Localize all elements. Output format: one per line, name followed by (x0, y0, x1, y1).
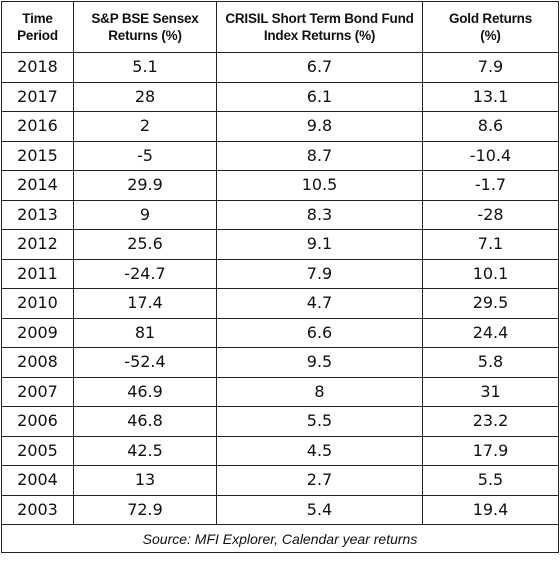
column-header-line: S&P BSE Sensex (91, 11, 199, 26)
return-cell: 8.6 (422, 111, 559, 142)
return-cell: 9.8 (216, 111, 423, 142)
return-cell: 29.5 (422, 288, 559, 319)
return-cell: 24.4 (422, 317, 559, 348)
year-cell: 2011 (1, 258, 74, 289)
return-cell: 7.9 (216, 258, 423, 289)
year-cell: 2006 (1, 406, 74, 437)
return-cell: 17.9 (422, 435, 559, 466)
returns-table-container: Time Period S&P BSE Sensex Returns (%) CRISI… (1, 1, 559, 553)
table-row: 2014 29.9 10.5 -1.7 (1, 170, 559, 201)
return-cell: 31 (422, 376, 559, 407)
table-row: 2004 13 2.7 5.5 (1, 465, 559, 496)
table-row: 2009 81 6.6 24.4 (1, 317, 559, 348)
column-header: Time Period (1, 1, 74, 53)
return-cell: 42.5 (73, 435, 217, 466)
year-cell: 2008 (1, 347, 74, 378)
return-cell: 8.7 (216, 140, 423, 171)
return-cell: 5.8 (422, 347, 559, 378)
column-header-line: Period (17, 28, 58, 43)
table-row: 2018 5.1 6.7 7.9 (1, 52, 559, 83)
year-cell: 2005 (1, 435, 74, 466)
return-cell: 2.7 (216, 465, 423, 496)
year-cell: 2016 (1, 111, 74, 142)
return-cell: 2 (73, 111, 217, 142)
return-cell: 4.7 (216, 288, 423, 319)
return-cell: 5.1 (73, 52, 217, 83)
return-cell: 6.1 (216, 81, 423, 112)
year-cell: 2015 (1, 140, 74, 171)
column-header: Gold Returns (%) (422, 1, 559, 53)
return-cell: 9.1 (216, 229, 423, 260)
return-cell: 13 (73, 465, 217, 496)
header-row: Time Period S&P BSE Sensex Returns (%) CRISI… (1, 1, 559, 53)
return-cell: 5.5 (216, 406, 423, 437)
year-cell: 2017 (1, 81, 74, 112)
column-header-line: Gold Returns (448, 11, 533, 26)
return-cell: -10.4 (422, 140, 559, 171)
return-cell: 17.4 (73, 288, 217, 319)
source-row: Source: MFI Explorer, Calendar year retu… (1, 524, 559, 553)
table-row: 2006 46.8 5.5 23.2 (1, 406, 559, 437)
table-row: 2003 72.9 5.4 19.4 (1, 494, 559, 525)
return-cell: -24.7 (73, 258, 217, 289)
column-header-line: Time (22, 11, 53, 26)
table-body: 2018 5.1 6.7 7.9 2017 28 6.1 13.1 2016 2 9.8 8.6 201… (1, 52, 559, 525)
column-header-line: (%) (480, 28, 501, 43)
source-note: Source: MFI Explorer, Calendar year retu… (1, 524, 559, 553)
return-cell: 10.5 (216, 170, 423, 201)
return-cell: 5.4 (216, 494, 423, 525)
return-cell: 6.7 (216, 52, 423, 83)
return-cell: 8.3 (216, 199, 423, 230)
return-cell: 46.9 (73, 376, 217, 407)
return-cell: 25.6 (73, 229, 217, 260)
year-cell: 2003 (1, 494, 74, 525)
return-cell: 8 (216, 376, 423, 407)
return-cell: 10.1 (422, 258, 559, 289)
year-cell: 2009 (1, 317, 74, 348)
table-row: 2005 42.5 4.5 17.9 (1, 435, 559, 466)
return-cell: 46.8 (73, 406, 217, 437)
table-row: 2012 25.6 9.1 7.1 (1, 229, 559, 260)
return-cell: -5 (73, 140, 217, 171)
table-row: 2007 46.9 8 31 (1, 376, 559, 407)
return-cell: 5.5 (422, 465, 559, 496)
table-row: 2016 2 9.8 8.6 (1, 111, 559, 142)
column-header-line: Index Returns (%) (263, 28, 376, 43)
column-header: S&P BSE Sensex Returns (%) (73, 1, 217, 53)
year-cell: 2018 (1, 52, 74, 83)
return-cell: -28 (422, 199, 559, 230)
return-cell: 9 (73, 199, 217, 230)
year-cell: 2007 (1, 376, 74, 407)
return-cell: 72.9 (73, 494, 217, 525)
table-row: 2008 -52.4 9.5 5.8 (1, 347, 559, 378)
return-cell: -52.4 (73, 347, 217, 378)
year-cell: 2010 (1, 288, 74, 319)
return-cell: 7.1 (422, 229, 559, 260)
table-row: 2010 17.4 4.7 29.5 (1, 288, 559, 319)
table-row: 2017 28 6.1 13.1 (1, 81, 559, 112)
return-cell: 28 (73, 81, 217, 112)
return-cell: 4.5 (216, 435, 423, 466)
year-cell: 2004 (1, 465, 74, 496)
return-cell: 23.2 (422, 406, 559, 437)
column-header-line: CRISIL Short Term Bond Fund (225, 11, 414, 26)
return-cell: 81 (73, 317, 217, 348)
return-cell: -1.7 (422, 170, 559, 201)
column-header: CRISIL Short Term Bond Fund Index Returns… (216, 1, 423, 53)
return-cell: 6.6 (216, 317, 423, 348)
return-cell: 29.9 (73, 170, 217, 201)
return-cell: 19.4 (422, 494, 559, 525)
table-row: 2011 -24.7 7.9 10.1 (1, 258, 559, 289)
table-header: Time Period S&P BSE Sensex Returns (%) CRISI… (1, 1, 559, 53)
year-cell: 2013 (1, 199, 74, 230)
return-cell: 9.5 (216, 347, 423, 378)
year-cell: 2014 (1, 170, 74, 201)
table-row: 2013 9 8.3 -28 (1, 199, 559, 230)
column-header-line: Returns (%) (108, 28, 182, 43)
table-row: 2015 -5 8.7 -10.4 (1, 140, 559, 171)
return-cell: 13.1 (422, 81, 559, 112)
returns-table: Time Period S&P BSE Sensex Returns (%) CRISI… (1, 1, 559, 553)
return-cell: 7.9 (422, 52, 559, 83)
year-cell: 2012 (1, 229, 74, 260)
